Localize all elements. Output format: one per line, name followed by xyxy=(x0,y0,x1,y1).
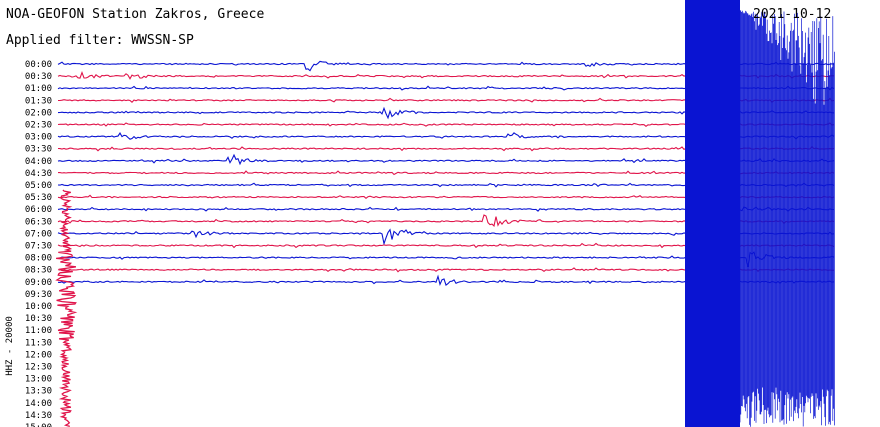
page-title: NOA-GEOFON Station Zakros, Greece xyxy=(6,7,265,22)
time-tick-label: 13:00 xyxy=(25,375,52,385)
time-tick-label: 00:00 xyxy=(25,60,52,70)
date-label: 2021-10-12 xyxy=(753,7,832,22)
time-tick-label: 13:30 xyxy=(25,387,52,397)
time-tick-label: 02:30 xyxy=(25,121,52,131)
time-tick-label: 06:30 xyxy=(25,217,52,227)
time-tick-label: 11:30 xyxy=(25,338,52,348)
time-tick-label: 04:00 xyxy=(25,157,52,167)
time-tick-label: 04:30 xyxy=(25,169,52,179)
earthquake-burst xyxy=(55,0,835,427)
time-tick-label: 05:30 xyxy=(25,193,52,203)
y-axis-label: HHZ - 20000 xyxy=(5,316,15,376)
time-tick-label: 14:30 xyxy=(25,411,52,421)
time-tick-label: 09:00 xyxy=(25,278,52,288)
time-tick-label: 01:30 xyxy=(25,96,52,106)
time-axis: 00:00 00:30 01:00 01:30 02:00 02:30 03:00 03:30… xyxy=(25,60,52,427)
time-tick-label: 12:30 xyxy=(25,363,52,373)
time-tick-label: 15:00 xyxy=(25,423,52,427)
filter-label: Applied filter: WWSSN-SP xyxy=(6,33,194,48)
time-tick-label: 07:30 xyxy=(25,242,52,252)
time-tick-label: 14:00 xyxy=(25,399,52,409)
blue-tail-trace xyxy=(739,10,835,427)
time-tick-label: 02:00 xyxy=(25,108,52,118)
saturated-signal-block xyxy=(685,0,740,427)
time-tick-label: 11:00 xyxy=(25,326,52,336)
time-tick-label: 07:00 xyxy=(25,229,52,239)
time-tick-label: 05:00 xyxy=(25,181,52,191)
time-tick-label: 03:30 xyxy=(25,145,52,155)
time-tick-label: 01:00 xyxy=(25,84,52,94)
time-tick-label: 09:30 xyxy=(25,290,52,300)
time-tick-label: 00:30 xyxy=(25,72,52,82)
time-tick-label: 03:00 xyxy=(25,133,52,143)
time-tick-label: 10:00 xyxy=(25,302,52,312)
time-tick-label: 08:30 xyxy=(25,266,52,276)
time-tick-label: 06:00 xyxy=(25,205,52,215)
time-tick-label: 08:00 xyxy=(25,254,52,264)
time-tick-label: 10:30 xyxy=(25,314,52,324)
red-burst-trace xyxy=(55,189,78,427)
time-tick-label: 12:00 xyxy=(25,350,52,360)
